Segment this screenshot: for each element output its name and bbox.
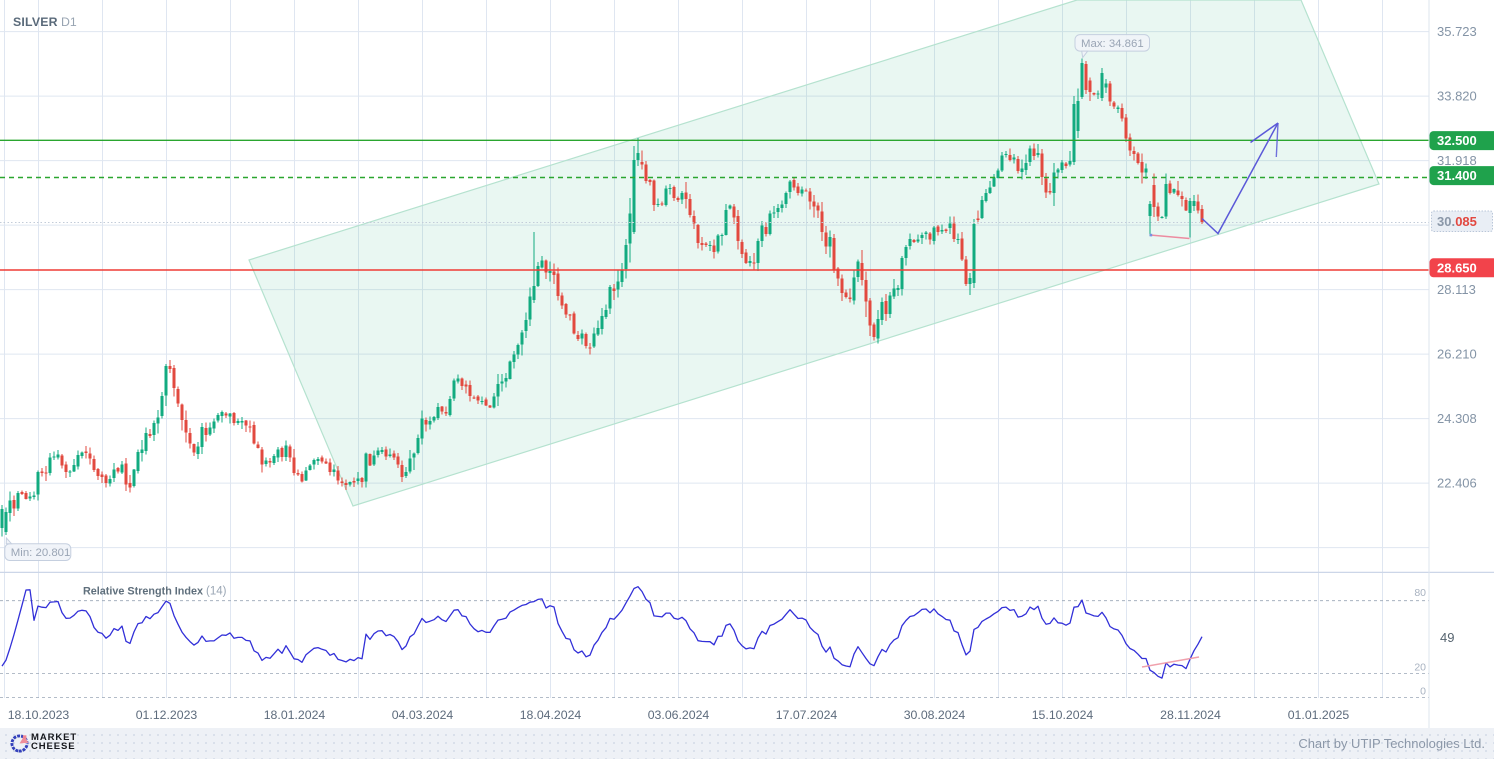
svg-text:28.11.2024: 28.11.2024 xyxy=(1160,708,1221,722)
svg-text:17.07.2024: 17.07.2024 xyxy=(776,708,838,722)
svg-text:28.650: 28.650 xyxy=(1437,260,1477,275)
svg-text:49: 49 xyxy=(1440,630,1454,645)
svg-text:26.210: 26.210 xyxy=(1437,347,1477,362)
svg-text:31.400: 31.400 xyxy=(1437,168,1477,183)
svg-text:18.04.2024: 18.04.2024 xyxy=(520,708,582,722)
svg-text:35.723: 35.723 xyxy=(1437,24,1477,39)
svg-text:0: 0 xyxy=(1420,686,1426,698)
svg-text:Max: 34.861: Max: 34.861 xyxy=(1081,38,1144,50)
svg-text:01.01.2025: 01.01.2025 xyxy=(1288,708,1350,722)
svg-text:30.: 30. xyxy=(1437,214,1455,229)
svg-text:D1: D1 xyxy=(61,15,77,29)
svg-text:04.03.2024: 04.03.2024 xyxy=(392,708,454,722)
svg-text:18.01.2024: 18.01.2024 xyxy=(264,708,326,722)
svg-text:Min: 20.801: Min: 20.801 xyxy=(11,547,71,559)
svg-text:03.06.2024: 03.06.2024 xyxy=(648,708,710,722)
svg-text:30.08.2024: 30.08.2024 xyxy=(904,708,966,722)
svg-text:SILVER: SILVER xyxy=(13,15,58,29)
svg-text:31.918: 31.918 xyxy=(1437,153,1477,168)
svg-text:Relative Strength Index: Relative Strength Index xyxy=(83,586,203,598)
svg-text:(14): (14) xyxy=(206,586,227,598)
svg-text:20: 20 xyxy=(1414,662,1426,674)
svg-text:18.10.2023: 18.10.2023 xyxy=(8,708,70,722)
svg-text:80: 80 xyxy=(1414,587,1426,599)
svg-text:085: 085 xyxy=(1455,214,1477,229)
svg-text:24.308: 24.308 xyxy=(1437,411,1477,426)
svg-text:32.500: 32.500 xyxy=(1437,133,1477,148)
svg-text:01.12.2023: 01.12.2023 xyxy=(136,708,198,722)
svg-text:15.10.2024: 15.10.2024 xyxy=(1032,708,1094,722)
svg-text:33.820: 33.820 xyxy=(1437,89,1477,104)
svg-text:22.406: 22.406 xyxy=(1437,476,1477,491)
svg-text:28.113: 28.113 xyxy=(1437,282,1476,297)
